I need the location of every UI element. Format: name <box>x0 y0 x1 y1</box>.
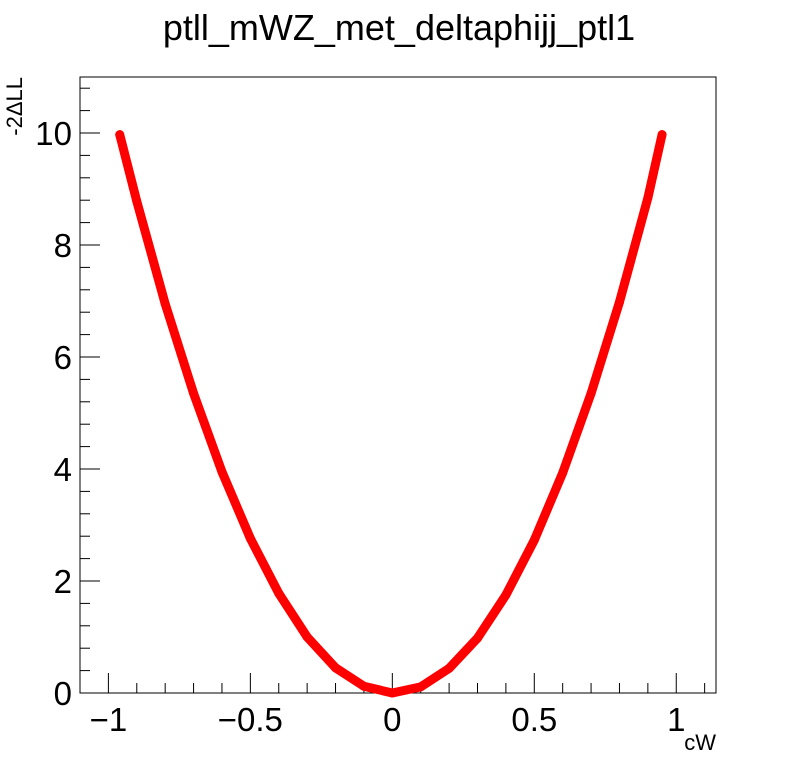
x-tick-label: 0 <box>383 701 401 738</box>
x-tick-label: −0.5 <box>218 701 283 738</box>
chart-title: ptll_mWZ_met_deltaphijj_ptl1 <box>163 7 635 48</box>
data-point <box>387 688 397 698</box>
data-point <box>331 663 341 673</box>
y-axis-label: -2ΔLL <box>2 77 27 136</box>
y-axis: 0 2 4 6 8 10 <box>35 87 100 712</box>
data-point <box>189 388 199 398</box>
series-line <box>115 130 667 698</box>
x-tick-label: −1 <box>90 701 128 738</box>
series-group <box>115 130 667 698</box>
y-tick-label: 6 <box>54 339 72 376</box>
data-point <box>132 196 142 206</box>
data-point <box>245 533 255 543</box>
data-point <box>217 467 227 477</box>
data-point <box>643 193 653 203</box>
y-tick-label: 10 <box>35 115 72 152</box>
x-axis-label: cW <box>684 730 716 755</box>
data-point <box>657 130 667 140</box>
data-point <box>473 633 482 643</box>
data-point <box>529 535 539 545</box>
x-tick-label: 0.5 <box>511 701 557 738</box>
y-tick-label: 0 <box>54 675 72 712</box>
data-point <box>359 681 369 691</box>
data-point <box>558 468 568 478</box>
data-point <box>614 297 624 307</box>
y-tick-label: 2 <box>54 563 72 600</box>
data-point <box>586 388 596 398</box>
data-point <box>274 588 284 598</box>
data-point <box>501 590 511 600</box>
data-point <box>115 130 125 140</box>
data-point <box>160 299 170 309</box>
y-tick-label: 4 <box>54 451 72 488</box>
x-tick-label: 1 <box>667 701 685 738</box>
data-point <box>416 682 426 692</box>
y-tick-label: 8 <box>54 227 72 264</box>
x-axis: −1 −0.5 0 0.5 1 <box>79 673 706 738</box>
data-point <box>302 632 312 642</box>
plot-frame <box>79 76 717 694</box>
data-point <box>444 663 454 673</box>
